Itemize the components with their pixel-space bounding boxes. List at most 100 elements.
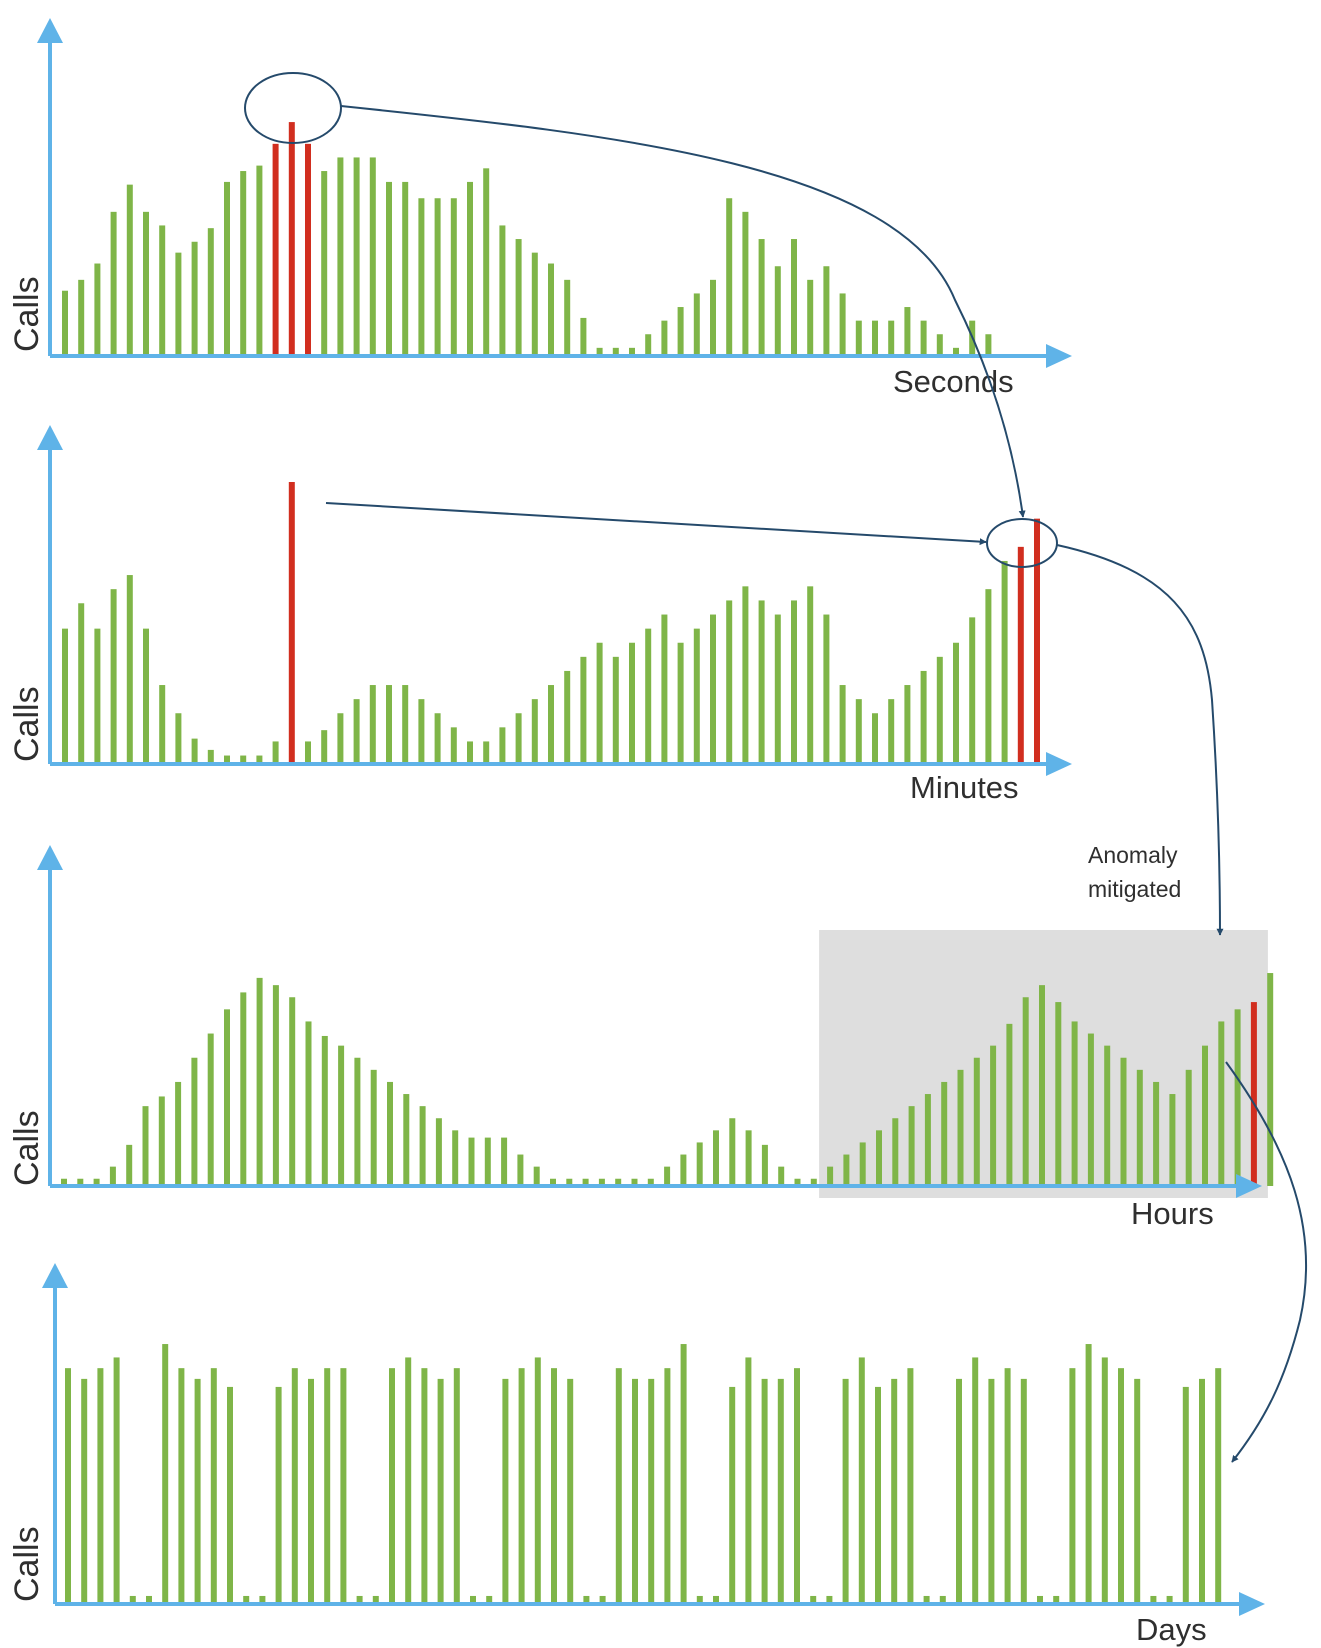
hours-bar	[403, 1094, 410, 1186]
days-bar	[194, 1378, 201, 1604]
seconds-bar	[612, 347, 619, 356]
days-bar	[988, 1378, 995, 1604]
hours-bar	[321, 1035, 328, 1186]
hours-bar	[892, 1118, 899, 1186]
minutes-bar	[936, 656, 943, 764]
days-bar	[146, 1595, 152, 1604]
days-bar	[372, 1595, 379, 1604]
seconds-bar	[143, 211, 149, 356]
hours-anomaly-bar	[1250, 1002, 1257, 1186]
minutes-bar	[564, 670, 571, 764]
hours-bar	[631, 1178, 638, 1186]
hours-bar	[93, 1178, 100, 1186]
days-bar	[81, 1378, 88, 1604]
hours-bar	[647, 1178, 654, 1186]
minutes-bar	[985, 589, 992, 764]
hours-bar	[615, 1178, 622, 1186]
seconds-bar	[693, 293, 700, 356]
connector-arrow-minutes-to-hours	[1056, 544, 1224, 936]
days-bar	[956, 1378, 962, 1604]
hours-bar	[973, 1057, 980, 1186]
minutes-bar	[548, 685, 554, 764]
seconds-bar	[224, 181, 230, 356]
minutes-bar	[337, 713, 344, 764]
seconds-x-axis-arrow-icon	[1046, 344, 1072, 368]
days-bar	[761, 1378, 768, 1604]
seconds-bar	[499, 225, 506, 356]
days-bar	[534, 1357, 541, 1604]
days-bar	[875, 1386, 881, 1604]
hours-bar	[827, 1166, 834, 1186]
minutes-bar	[256, 755, 263, 764]
minutes-bar	[418, 699, 425, 764]
days-bar	[405, 1357, 412, 1604]
hours-bar	[990, 1045, 997, 1186]
hours-bar	[713, 1130, 719, 1186]
seconds-bar	[564, 279, 571, 356]
seconds-bar	[580, 317, 587, 356]
days-x-axis-arrow-icon	[1239, 1592, 1265, 1616]
days-bar	[1004, 1368, 1011, 1604]
hours-bar	[435, 1118, 442, 1186]
hours-bar	[484, 1137, 491, 1186]
minutes-bar	[126, 575, 133, 764]
days-bar	[1199, 1378, 1205, 1604]
days-bar	[1101, 1357, 1108, 1604]
days-bar	[421, 1368, 428, 1604]
minutes-bar	[402, 685, 409, 764]
seconds-bar	[758, 239, 765, 356]
seconds-bar	[839, 293, 846, 356]
days-bar	[324, 1368, 331, 1604]
hours-bar	[1234, 1009, 1241, 1186]
hours-bar	[533, 1166, 540, 1186]
days-bar	[696, 1595, 703, 1604]
seconds-bar	[985, 334, 992, 356]
days-bar	[162, 1344, 169, 1604]
days-bar	[470, 1595, 476, 1604]
seconds-bar	[402, 181, 409, 356]
days-bar	[1215, 1368, 1222, 1604]
seconds-bar	[936, 334, 943, 356]
seconds-anomaly-circle	[244, 72, 342, 144]
minutes-bar	[742, 586, 749, 764]
seconds-y-axis-arrow-icon	[37, 18, 63, 43]
days-bar	[356, 1595, 363, 1604]
seconds-bar	[920, 320, 927, 356]
minutes-bar	[353, 699, 360, 764]
seconds-bar	[450, 198, 457, 356]
hours-bar	[109, 1166, 116, 1186]
hours-bar	[354, 1057, 361, 1186]
hours-x-axis-arrow-icon	[1236, 1174, 1262, 1198]
hours-bar	[191, 1057, 198, 1186]
minutes-bar	[645, 628, 652, 764]
days-x-axis-label: Days	[1136, 1612, 1207, 1647]
minutes-bar	[839, 685, 846, 764]
hours-bar	[550, 1178, 556, 1186]
seconds-bar	[710, 279, 716, 356]
seconds-bar	[742, 211, 749, 356]
hours-bar	[908, 1106, 915, 1186]
days-bar	[518, 1368, 525, 1604]
connector-arrow-seconds-to-minutes	[340, 105, 1026, 518]
days-bar	[113, 1357, 120, 1604]
hours-bar	[1169, 1094, 1176, 1186]
hours-bar	[370, 1069, 377, 1186]
seconds-bar	[467, 181, 473, 356]
minutes-bar	[515, 713, 522, 764]
minutes-bar	[774, 614, 781, 764]
anomaly-mitigated-label: Anomaly mitigated	[1088, 842, 1184, 902]
days-bar	[65, 1368, 71, 1604]
seconds-bar	[515, 239, 522, 356]
minutes-bar	[823, 614, 830, 764]
seconds-bar	[126, 184, 133, 356]
seconds-bar	[94, 263, 101, 356]
minutes-bar	[369, 685, 376, 764]
hours-bar	[517, 1154, 524, 1186]
hours-bar	[126, 1144, 133, 1186]
hours-bar	[745, 1130, 752, 1186]
days-bar	[1166, 1595, 1173, 1604]
seconds-bar	[62, 290, 68, 356]
days-bar	[777, 1378, 784, 1604]
hours-bar	[566, 1178, 573, 1186]
